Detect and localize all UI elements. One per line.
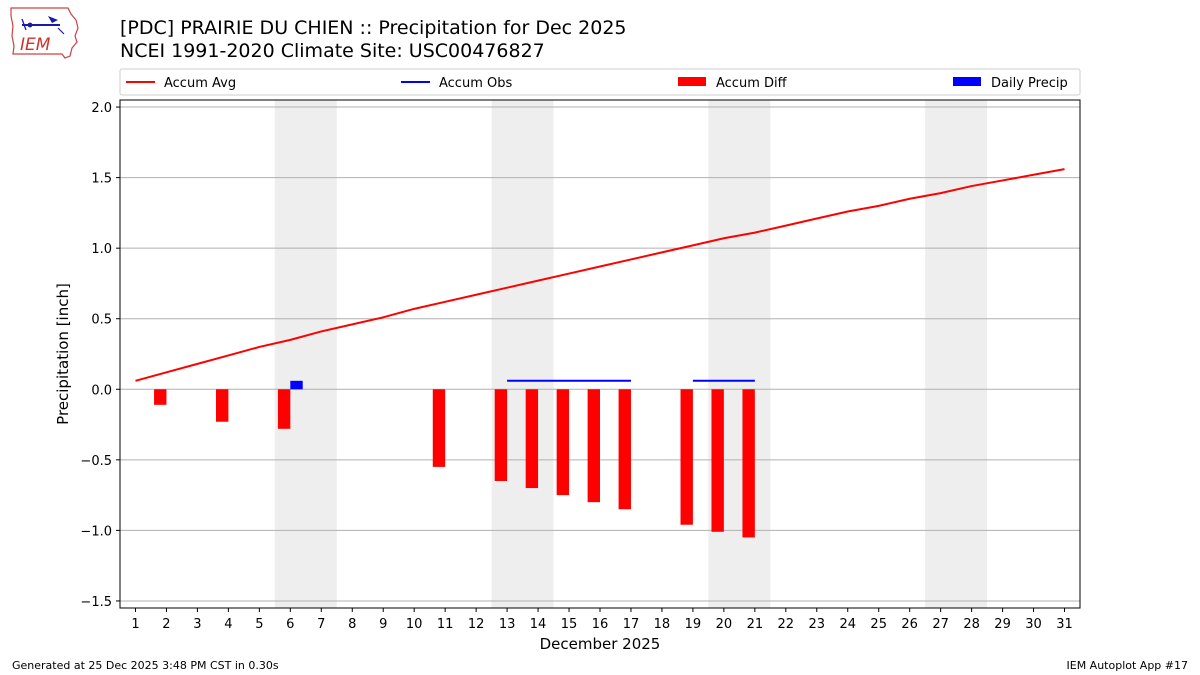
chart-subtitle: NCEI 1991-2020 Climate Site: USC00476827 (120, 40, 545, 62)
accum-diff-bar (216, 389, 229, 422)
x-tick-label: 17 (623, 617, 640, 632)
x-tick-label: 21 (747, 617, 764, 632)
accum-diff-bar (432, 389, 446, 467)
chart-title: [PDC] PRAIRIE DU CHIEN :: Precipitation … (120, 17, 627, 39)
x-tick-label: 30 (1025, 617, 1042, 632)
y-axis-label: Precipitation [inch] (54, 283, 72, 425)
y-tick-label: 1.5 (91, 172, 112, 187)
legend-box (119, 68, 1081, 96)
x-tick-label: 11 (437, 617, 454, 632)
y-tick-label: −1.5 (80, 595, 112, 610)
x-tick-label: 24 (839, 617, 856, 632)
x-tick-label: 6 (286, 617, 294, 632)
x-tick-label: 8 (348, 617, 356, 632)
legend-accum-diff-label: Accum Diff (716, 76, 788, 91)
legend: Accum Avg Accum Obs Accum Diff Daily Precip (119, 68, 1081, 96)
footer-generated: Generated at 25 Dec 2025 3:48 PM CST in … (12, 659, 279, 672)
x-tick-label: 3 (193, 617, 201, 632)
weekend-span (274, 100, 337, 608)
legend-daily-precip-label: Daily Precip (991, 76, 1068, 91)
accum-diff-bars (154, 389, 755, 538)
accum-diff-bar (680, 389, 693, 525)
logo-text: IEM (20, 35, 51, 55)
x-tick-label: 28 (963, 617, 980, 632)
legend-daily-precip-swatch (953, 77, 981, 86)
daily-precip-bars (290, 380, 303, 390)
x-tick-label: 29 (994, 617, 1011, 632)
x-tick-label: 15 (561, 617, 578, 632)
accum-diff-bar (711, 389, 724, 532)
x-tick-label: 16 (592, 617, 609, 632)
legend-accum-obs-label: Accum Obs (439, 76, 512, 91)
x-tick-label: 31 (1056, 617, 1073, 632)
x-tick-label: 9 (379, 617, 387, 632)
x-tick-label: 7 (317, 617, 325, 632)
x-axis-label: December 2025 (540, 635, 661, 653)
accum-diff-bar (742, 389, 755, 538)
x-tick-label: 10 (406, 617, 423, 632)
x-tick-label: 23 (809, 617, 826, 632)
x-tick-label: 27 (932, 617, 949, 632)
x-tick-label: 5 (255, 617, 263, 632)
x-tick-label: 4 (224, 617, 232, 632)
iowa-outline-icon (10, 7, 79, 59)
y-tick-label: 2.0 (91, 101, 112, 116)
daily-precip-bar (290, 380, 303, 390)
y-tick-label: −1.0 (80, 524, 112, 539)
accum-diff-bar (494, 389, 508, 481)
y-tick-label: 0.0 (91, 383, 112, 398)
weekend-span (925, 100, 988, 608)
x-tick-label: 26 (901, 617, 918, 632)
accum-diff-bar (154, 389, 167, 405)
accum-diff-bar (277, 389, 291, 429)
y-tick-label: 0.5 (91, 313, 112, 328)
x-tick-label: 14 (530, 617, 547, 632)
weekend-span (491, 100, 554, 608)
legend-accum-diff-swatch (678, 77, 706, 86)
accum-avg-series (135, 168, 1065, 382)
x-tick-label: 13 (499, 617, 516, 632)
footer-app: IEM Autoplot App #17 (1066, 659, 1189, 672)
iem-logo: IEM (10, 7, 79, 59)
accum-diff-bar (618, 389, 631, 510)
x-tick-label: 22 (778, 617, 795, 632)
x-tick-label: 18 (654, 617, 671, 632)
x-axis: 1 2 3 4 5 6 7 8 9 10 11 12 13 14 15 16 17 18 19 20 21 22 23 24 2… (131, 608, 1073, 632)
x-tick-label: 12 (468, 617, 485, 632)
x-tick-label: 25 (870, 617, 887, 632)
x-tick-label: 20 (716, 617, 733, 632)
legend-accum-avg-label: Accum Avg (164, 76, 236, 91)
weekend-shading (274, 100, 988, 608)
accum-diff-bar (525, 389, 539, 489)
accum-avg-line (135, 168, 1065, 382)
accum-diff-bar (587, 389, 600, 503)
y-axis: −1.5 −1.0 −0.5 0.0 0.5 1.0 1.5 2.0 (80, 101, 120, 610)
y-tick-label: −0.5 (80, 454, 112, 469)
x-tick-label: 19 (685, 617, 702, 632)
accum-diff-bar (556, 389, 570, 496)
x-tick-label: 2 (162, 617, 170, 632)
x-tick-label: 1 (131, 617, 139, 632)
y-tick-label: 1.0 (91, 242, 112, 257)
